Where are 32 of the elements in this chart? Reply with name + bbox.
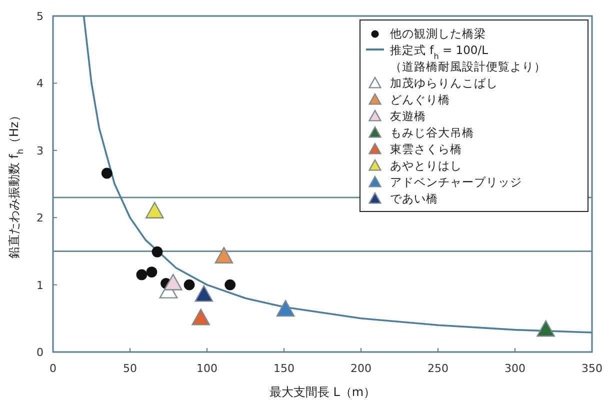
y-tick-label: 2 [36, 212, 44, 225]
x-tick-label: 50 [123, 362, 137, 375]
x-axis-title: 最大支間長 L（m） [269, 385, 376, 399]
legend-label: もみじ谷大吊橋 [390, 126, 474, 140]
point [152, 246, 163, 258]
y-tick-label: 1 [36, 278, 44, 292]
legend-label: アドベンチャーブリッジ [390, 175, 522, 189]
y-tick-label: 4 [36, 77, 44, 90]
x-tick-label: 150 [274, 362, 294, 375]
y-tick-label: 5 [36, 10, 44, 23]
legend-label: あやとりはし [390, 158, 462, 172]
x-tick-label: 300 [504, 362, 526, 375]
legend-label: 推定式 f$_{h}$ = 100/L [390, 43, 489, 60]
x-tick-label: 250 [428, 362, 448, 375]
x-tick-label: 200 [350, 362, 372, 375]
point [146, 266, 158, 278]
y-tick-label: 0 [36, 346, 44, 359]
point [184, 279, 195, 290]
legend-label: 東雲さくら橋 [390, 142, 462, 156]
x-tick-label: 350 [582, 362, 602, 375]
legend-label: 加茂ゆらりんこばし [390, 76, 498, 90]
legend-label: であい橋 [390, 192, 438, 206]
point [136, 269, 148, 280]
point [101, 168, 112, 179]
legend-label: 他の観測した橋梁 [390, 26, 486, 40]
x-tick-label: 0 [50, 362, 56, 375]
legend-label: 友遊橋 [390, 109, 426, 123]
point [224, 279, 236, 290]
x-tick-label: 100 [196, 362, 218, 375]
y-tick-label: 3 [36, 144, 44, 158]
legend-label: どんぐり橋 [390, 92, 450, 106]
annotation: （道路橋耐風設計便覧より） [390, 60, 546, 74]
